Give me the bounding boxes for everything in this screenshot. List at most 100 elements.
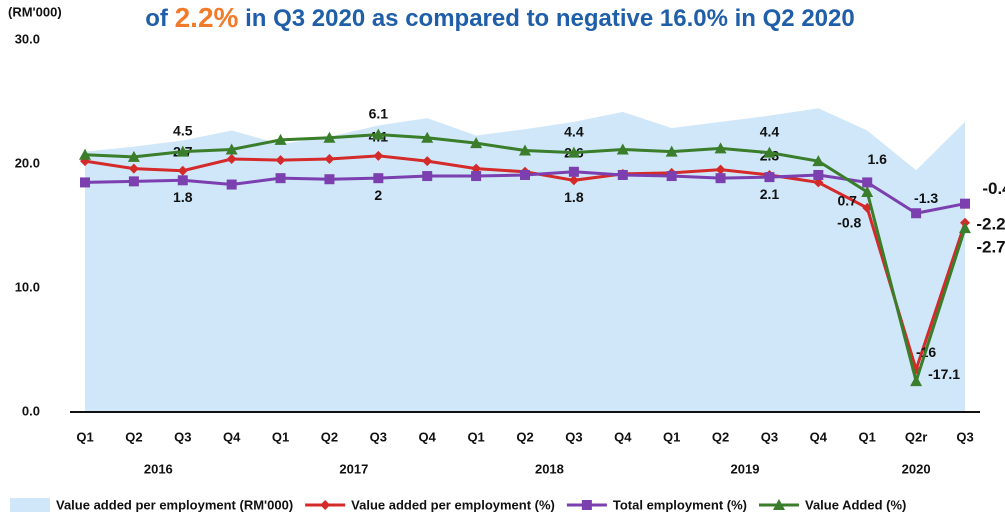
- marker: [861, 185, 874, 197]
- marker: [422, 156, 433, 167]
- marker: [323, 131, 336, 143]
- y-tick-label: 0.0: [22, 403, 40, 418]
- x-tick-label: Q3: [761, 429, 778, 444]
- x-tick-label: Q1: [467, 429, 484, 444]
- y-tick-label: 30.0: [15, 31, 40, 46]
- marker: [421, 131, 434, 143]
- data-label: 4.5: [173, 122, 193, 138]
- marker: [80, 177, 90, 188]
- x-tick-label: Q3: [370, 429, 387, 444]
- year-label: 2018: [535, 461, 564, 476]
- marker: [176, 145, 189, 157]
- year-label: 2016: [144, 461, 173, 476]
- data-label: -0.4: [982, 179, 1005, 198]
- marker: [225, 143, 238, 155]
- y-tick-label: 20.0: [15, 155, 40, 170]
- x-tick-label: Q2: [712, 429, 729, 444]
- x-tick-label: Q4: [223, 429, 241, 444]
- marker: [274, 133, 287, 145]
- x-tick-label: Q2: [125, 429, 142, 444]
- x-tick-label: Q4: [614, 429, 632, 444]
- marker: [666, 171, 677, 182]
- data-label: 4.4: [564, 123, 584, 139]
- marker: [959, 222, 971, 234]
- y-tick-label: 10.0: [15, 279, 40, 294]
- marker: [763, 146, 776, 158]
- year-label: 2020: [902, 461, 931, 476]
- marker: [862, 177, 873, 188]
- marker: [519, 144, 531, 156]
- x-tick-label: Q1: [859, 429, 876, 444]
- x-tick-label: Q1: [663, 429, 680, 444]
- marker: [568, 166, 579, 177]
- x-tick-label: Q2: [321, 429, 338, 444]
- x-tick-label: Q3: [956, 429, 973, 444]
- title-part: of: [145, 5, 174, 32]
- data-label: 2.1: [760, 186, 780, 202]
- year-label: 2017: [339, 461, 368, 476]
- legend-swatch: [10, 498, 50, 512]
- marker: [715, 164, 726, 175]
- data-label: 0.7: [837, 193, 857, 209]
- marker: [581, 500, 592, 510]
- marker: [910, 375, 923, 387]
- marker: [422, 171, 433, 182]
- marker: [471, 171, 482, 182]
- data-label: -0.8: [837, 215, 861, 231]
- data-label: -17.1: [928, 366, 960, 382]
- data-label: 4.4: [760, 123, 780, 139]
- marker: [320, 500, 331, 510]
- year-label: 2019: [731, 461, 760, 476]
- title-part: in Q3 2020 as compared to negative 16.0%…: [238, 5, 854, 32]
- y-axis-label: (RM'000): [8, 4, 62, 19]
- data-label: -1.3: [914, 190, 938, 206]
- marker: [714, 142, 727, 154]
- marker: [813, 169, 824, 180]
- marker: [226, 179, 237, 190]
- legend-label: Value Added (%): [805, 497, 906, 512]
- marker: [715, 173, 726, 184]
- x-tick-label: Q2r: [905, 429, 927, 444]
- data-label: 2: [374, 187, 382, 203]
- marker: [665, 145, 678, 157]
- marker: [324, 154, 335, 165]
- x-tick-label: Q1: [272, 429, 289, 444]
- x-tick-label: Q3: [174, 429, 191, 444]
- x-tick-label: Q3: [565, 429, 582, 444]
- marker: [226, 154, 237, 165]
- marker: [275, 155, 286, 166]
- marker: [960, 198, 970, 209]
- legend-label: Value added per employment (RM'000): [56, 497, 293, 512]
- chart-title: of 2.2% in Q3 2020 as compared to negati…: [145, 2, 854, 33]
- marker: [812, 155, 825, 167]
- legend-label: Value added per employment (%): [351, 497, 555, 512]
- marker: [324, 174, 335, 185]
- marker: [568, 175, 579, 186]
- marker: [373, 173, 384, 184]
- marker: [616, 143, 629, 155]
- x-tick-label: Q2: [516, 429, 533, 444]
- marker: [128, 163, 139, 174]
- legend-label: Total employment (%): [613, 497, 747, 512]
- x-tick-label: Q1: [76, 429, 93, 444]
- data-label: 1.6: [867, 151, 887, 167]
- data-label: 1.8: [564, 189, 584, 205]
- title-highlight: 2.2%: [175, 2, 239, 33]
- marker: [177, 165, 188, 176]
- marker: [79, 148, 91, 160]
- marker: [911, 208, 922, 219]
- data-label: 1.8: [173, 189, 193, 205]
- marker: [617, 169, 628, 180]
- data-label: -2.7: [976, 238, 1005, 257]
- marker: [567, 146, 580, 158]
- x-tick-label: Q4: [810, 429, 828, 444]
- marker: [177, 175, 188, 186]
- data-label: 6.1: [369, 105, 389, 121]
- marker: [127, 150, 140, 162]
- marker: [128, 176, 139, 187]
- data-label: -2.2: [976, 214, 1005, 233]
- marker: [372, 128, 385, 140]
- area: [85, 108, 965, 412]
- marker: [275, 173, 286, 184]
